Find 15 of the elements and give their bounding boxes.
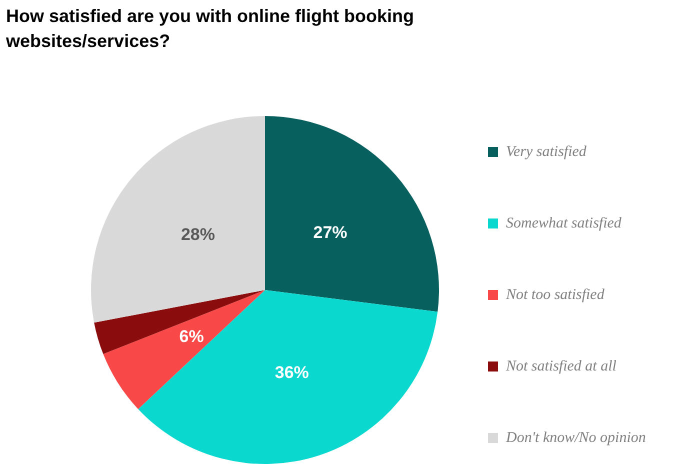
legend-label: Not too satisfied — [505, 287, 605, 303]
pie-slice — [94, 290, 265, 354]
pie-slice — [138, 290, 438, 464]
chart-title: How satisfied are you with online flight booking websites/services? — [5, 6, 414, 51]
legend-label: Not satisfied at all — [505, 358, 616, 374]
pie-slice — [91, 116, 265, 323]
legend-label: Very satisfied — [506, 144, 587, 160]
data-label: 36% — [274, 363, 309, 382]
data-label: 28% — [180, 225, 215, 244]
legend-label: Somewhat satisfied — [506, 216, 622, 232]
pie-slice — [103, 290, 265, 410]
data-label: 6% — [179, 327, 204, 346]
legend-label: Don't know/No opinion — [505, 430, 646, 446]
pie-slice — [265, 116, 439, 312]
data-label: 27% — [313, 222, 348, 242]
